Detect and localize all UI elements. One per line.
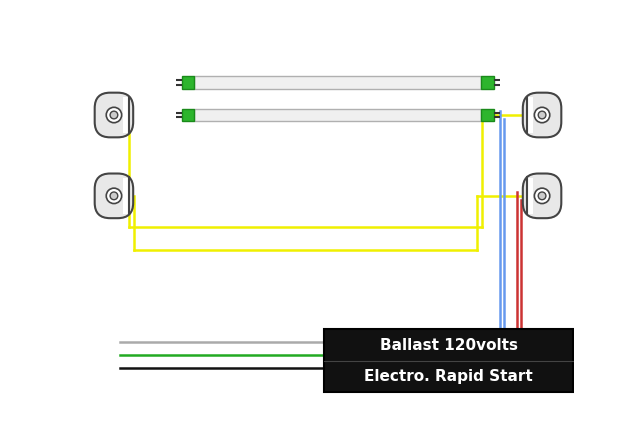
Bar <box>123 97 129 133</box>
Bar <box>182 77 194 89</box>
Bar <box>182 109 194 121</box>
Bar <box>123 178 129 214</box>
FancyBboxPatch shape <box>523 174 561 218</box>
Circle shape <box>110 111 118 119</box>
Circle shape <box>106 107 122 123</box>
Circle shape <box>110 192 118 200</box>
Bar <box>194 109 481 121</box>
FancyBboxPatch shape <box>95 174 133 218</box>
FancyBboxPatch shape <box>95 93 133 138</box>
Circle shape <box>534 188 550 203</box>
Bar <box>527 178 533 214</box>
Circle shape <box>538 192 546 200</box>
Bar <box>481 109 493 121</box>
Bar <box>527 97 533 133</box>
Circle shape <box>534 107 550 123</box>
FancyBboxPatch shape <box>523 93 561 138</box>
Bar <box>324 329 573 392</box>
Circle shape <box>538 111 546 119</box>
Text: Ballast 120volts: Ballast 120volts <box>380 338 518 353</box>
Bar <box>481 77 493 89</box>
Bar <box>194 77 481 89</box>
Text: Electro. Rapid Start: Electro. Rapid Start <box>364 369 533 384</box>
Circle shape <box>106 188 122 203</box>
